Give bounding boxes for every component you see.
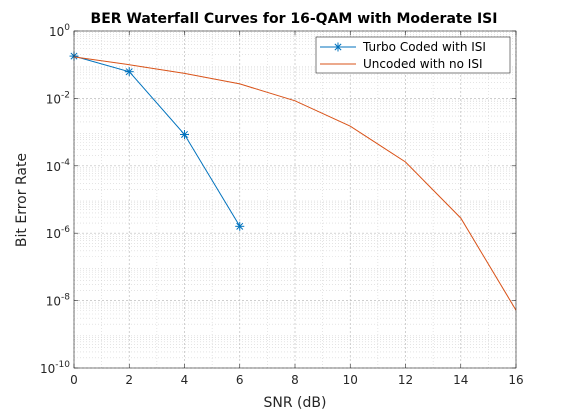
legend-label-0: Turbo Coded with ISI	[362, 40, 486, 54]
x-tick-label: 6	[236, 373, 244, 387]
legend: Turbo Coded with ISI Uncoded with no ISI	[315, 36, 511, 74]
y-tick-label: 10-8	[46, 293, 71, 309]
legend-marker	[333, 42, 343, 52]
x-tick-label: 8	[291, 373, 299, 387]
series-line-0	[73, 55, 241, 227]
series-line-1	[73, 56, 517, 311]
x-axis-label: SNR (dB)	[264, 395, 327, 411]
y-tick-label: 10-2	[46, 90, 70, 106]
axes: 0 2 4 6 8 10 12 14 16 10-10 10-8 10-6 10-4 10-2 100	[40, 23, 524, 387]
x-tick-label: 12	[398, 373, 413, 387]
y-tick-label: 10-6	[46, 225, 71, 241]
x-tick-label: 16	[508, 373, 523, 387]
y-tick-label: 10-10	[40, 360, 70, 376]
chart-title: BER Waterfall Curves for 16-QAM with Mod…	[91, 11, 498, 27]
y-tick-label: 100	[49, 23, 70, 39]
y-tick-label: 10-4	[46, 158, 71, 174]
data-point	[180, 129, 189, 139]
legend-box	[315, 36, 511, 74]
data-point	[124, 67, 134, 77]
data-point	[235, 221, 245, 231]
x-tick-label: 14	[453, 373, 468, 387]
x-tick-label: 4	[181, 373, 189, 387]
legend-label-1: Uncoded with no ISI	[363, 57, 483, 71]
x-tick-label: 10	[343, 373, 358, 387]
x-tick-label: 2	[125, 373, 133, 387]
x-tick-label: 0	[70, 373, 78, 387]
y-axis-label: Bit Error Rate	[14, 153, 30, 247]
